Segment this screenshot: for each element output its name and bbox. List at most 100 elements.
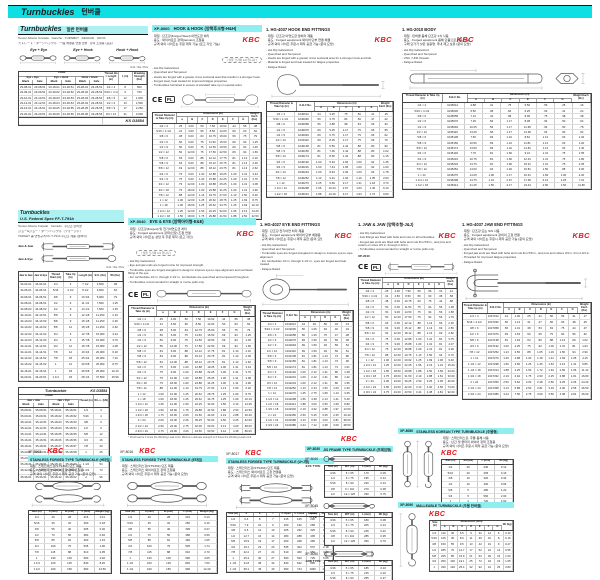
cell: .19 <box>342 327 353 332</box>
column-headers: Size (in) W/T (in) L (mm) Wt (kg) <box>325 513 392 518</box>
table-row: 1/2 × 12 1045110 13.25.56 1.17 14.38.94.50.9… <box>403 130 591 136</box>
cell: .28 <box>342 332 353 338</box>
cell: .63 <box>175 160 187 166</box>
cell: 720 <box>478 499 496 505</box>
cell: 305 <box>179 526 198 532</box>
bullet: 재질 : 스테인리스강, 주물 몸체 사용 <box>441 436 514 440</box>
kbc-logo: KBC <box>441 450 458 458</box>
cell: 50 <box>62 532 79 538</box>
cell: 1.56 <box>298 396 309 401</box>
table-row: 2 × 24 2.00 24.00 39.25 2.50 3.25 2.06 46.00 <box>359 379 457 385</box>
cell: .88 <box>414 331 425 336</box>
cell: 6.00 <box>168 349 181 354</box>
cell: 25,000 <box>93 368 109 374</box>
cell: 1042012 <box>284 322 298 327</box>
bullet: 용도 : 와이어로프 장력(tension) 조절용 <box>152 38 236 42</box>
bullet: Turnbuckle eyes are forged elongated in … <box>128 268 256 276</box>
section-title: XP-8030 JIS FRAME TYPE TURNBUCKLE (프레임형) <box>305 446 393 452</box>
cell: 12 <box>64 343 79 350</box>
cell: 40 <box>45 515 62 521</box>
cell: 34-10-02 <box>19 325 34 331</box>
cell: 29.88 <box>193 407 206 412</box>
cell: 1.88 <box>501 368 513 374</box>
cell: 1047314 <box>487 368 501 374</box>
cell: 12.00 <box>392 331 404 336</box>
cell: 250 <box>280 522 294 528</box>
cell: .44 <box>501 314 513 320</box>
table-row: 35-18-01 35-18-51 35-18-07 35-18-57 7/8 20 <box>19 444 109 451</box>
cell: 1.13 <box>229 192 240 198</box>
cell: 23-18-52 <box>62 90 76 95</box>
cell: 0.70 <box>375 539 392 544</box>
cell: 7/8 <box>79 444 94 450</box>
cell: 6 <box>64 313 79 319</box>
cell: 2.19 <box>218 412 231 418</box>
cell: 1.13 <box>414 352 425 357</box>
cell: .56 <box>320 322 331 327</box>
cell: 3/4 <box>79 438 94 444</box>
table-row: 1/2 70 50 380 0.56 <box>121 532 218 539</box>
cell: .69 <box>218 333 231 338</box>
cell: 52 <box>476 547 486 553</box>
cell: 25.4 <box>458 565 467 570</box>
header-cell: D <box>208 117 219 123</box>
header-cell: Jaw & Jaw <box>19 272 34 282</box>
cell: 5/16 <box>442 470 460 476</box>
cell: 1.31 <box>483 177 501 183</box>
cell: 17.38 <box>519 177 537 183</box>
cell: 4.39 <box>446 347 457 352</box>
bullet: UNC / UNF threads. <box>402 56 522 60</box>
cell: 27.00 <box>218 192 229 198</box>
cell: 840 <box>280 561 294 566</box>
cell: 4.50 <box>168 322 181 327</box>
cell: 490 <box>307 539 320 544</box>
diagram-label: Hook + Hook <box>116 47 139 52</box>
cell: 115 <box>140 549 160 555</box>
cell: 20 <box>460 470 478 476</box>
cell: 0.09 <box>375 470 392 476</box>
cell: 34.75 <box>218 203 229 208</box>
cell: 10.62 <box>218 123 229 128</box>
cell: 1.13 <box>537 140 555 145</box>
cell: 2 3/4 × 24 <box>359 389 382 395</box>
cell: 4.94 <box>512 374 524 380</box>
cell: 3.44 <box>250 171 261 176</box>
cell: 3/4 <box>430 559 440 564</box>
table-row: 3/4 5 560 2.00 <box>442 493 513 500</box>
table-row: 1 3/4 × 18 1.75 18.00 2.00 31.50 44.00 2.19 2.8… <box>129 412 255 419</box>
cell: 1.00 <box>229 182 240 187</box>
type-label: EYE TYPE <box>305 464 321 468</box>
cell: 9.00 <box>392 326 404 331</box>
table-note-row: KS D3554 <box>19 117 147 126</box>
cell: 8.50 <box>193 322 206 327</box>
cell: 1.50 <box>309 343 320 348</box>
cell: 11.50 <box>193 333 206 338</box>
cell: 3.00 <box>180 428 193 434</box>
kbc-logo: KBC <box>334 231 352 240</box>
table-row: 5/8 × 12.63 12.00.88 18.12 23.75.81 1.13 2.62 <box>153 166 261 172</box>
cell: .90 <box>342 359 353 364</box>
cell: 23-18-05 <box>47 106 62 111</box>
finish-headers: Black Galv. Black Galv. <box>19 403 79 408</box>
cell: 990 <box>78 567 95 572</box>
cell: 1040234 <box>295 170 313 175</box>
cell: 40 <box>140 515 160 521</box>
table-row: 34-04-01 34-04-51 1/4 4 7 1/2 2,500.38 <box>19 282 124 289</box>
cell: 5/8 × 9 <box>267 148 296 154</box>
cell: .16 <box>573 103 591 108</box>
table-body: 1/4 × 4.25 4.00 7.50.50.56.31.41 5/16 × 4 1… <box>359 288 457 396</box>
korean-table: Size (in) Std (ea) L (mm) Wt (kg) 1/4 20 230 0… <box>441 459 514 507</box>
cell: 2.50 <box>298 412 309 417</box>
table-row: 34-08-01 34-08-51 1/2 6 11 1/2 7,500 1.25 <box>19 300 124 307</box>
cell: 1.31 <box>240 182 251 187</box>
cell: 2 3/4 × 24 <box>261 423 284 428</box>
cell: 1.31 <box>240 171 251 176</box>
cell: 1.13 <box>218 386 231 391</box>
cell: 6 × 75 <box>342 523 359 528</box>
bullet: 용도 : 스테인리스 와이어로프 장력 조절용 <box>28 468 112 472</box>
hook-hook-turnbuckle-diagram <box>181 93 259 108</box>
table-body: 1/4 × 4 1040012.44 3.25.75.50.41.15 5/16 × … <box>267 111 393 197</box>
frame-jaw-table: Size (in) W/T (in) L (mm) Wt (kg) 3/16 5 × 6… <box>324 559 393 580</box>
bullet: 규격 외의 사이즈는 주문시 제작 공급 가능 (문의 요망) <box>462 237 554 241</box>
